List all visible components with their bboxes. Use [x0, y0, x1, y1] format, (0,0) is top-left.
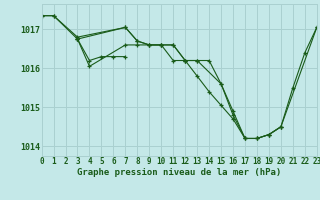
X-axis label: Graphe pression niveau de la mer (hPa): Graphe pression niveau de la mer (hPa): [77, 168, 281, 177]
